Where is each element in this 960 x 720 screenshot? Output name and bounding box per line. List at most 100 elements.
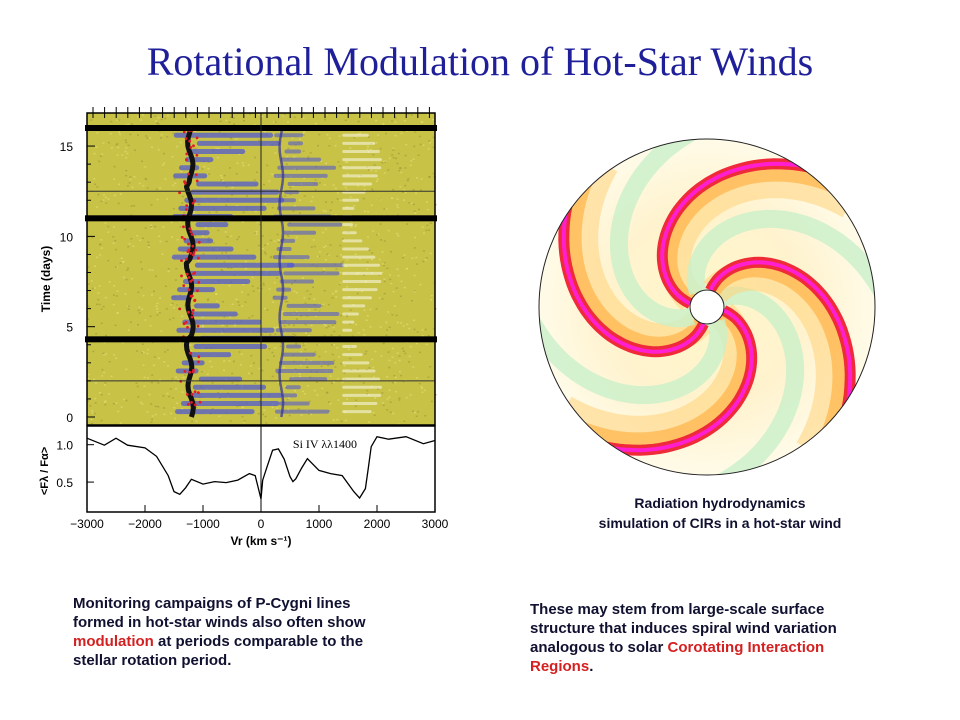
absorption-band bbox=[184, 197, 285, 203]
saturation-fleck bbox=[198, 400, 202, 404]
spectrum-noise-grain bbox=[329, 375, 332, 377]
spectrum-noise-grain bbox=[158, 379, 161, 381]
spectrum-noise-grain bbox=[355, 323, 357, 326]
emission-streak bbox=[342, 133, 369, 137]
monitoring-paragraph: Monitoring campaigns of P-Cygni lines fo… bbox=[73, 594, 403, 670]
spectrum-noise-grain bbox=[410, 114, 413, 116]
spectrum-noise-grain bbox=[336, 198, 339, 200]
spectrum-noise-grain bbox=[415, 192, 418, 194]
spectrum-noise-grain bbox=[327, 325, 330, 328]
spectrum-noise-grain bbox=[119, 422, 122, 424]
spectrum-noise-grain bbox=[293, 290, 296, 293]
spectrum-noise-grain bbox=[265, 422, 268, 424]
spectrum-noise-grain bbox=[167, 365, 170, 367]
absorption-band bbox=[280, 238, 296, 243]
spectrum-noise-grain bbox=[100, 419, 103, 422]
spectrum-noise-grain bbox=[222, 180, 224, 182]
spectrum-noise-grain bbox=[148, 269, 151, 271]
spectrum-noise-grain bbox=[229, 137, 232, 139]
saturation-fleck bbox=[195, 179, 199, 183]
absorption-band bbox=[190, 148, 246, 154]
saturation-fleck bbox=[193, 299, 197, 302]
spectrum-noise-grain bbox=[91, 412, 94, 414]
spectrum-noise-grain bbox=[223, 316, 226, 318]
spectrum-noise-grain bbox=[93, 178, 96, 180]
saturation-fleck bbox=[178, 191, 182, 195]
saturation-fleck bbox=[185, 257, 188, 261]
spectrum-noise-grain bbox=[246, 195, 249, 197]
spectrum-noise-grain bbox=[283, 366, 286, 369]
spectrum-noise-grain bbox=[359, 132, 362, 134]
spectrum-noise-grain bbox=[104, 196, 107, 199]
spectrum-noise-grain bbox=[303, 393, 306, 395]
spectrum-noise-grain bbox=[427, 335, 430, 337]
spectrum-noise-grain bbox=[306, 366, 309, 368]
absorption-band bbox=[189, 230, 210, 236]
saturation-fleck bbox=[189, 351, 193, 355]
absorption-band bbox=[285, 385, 301, 390]
spectrum-noise-grain bbox=[399, 167, 402, 170]
spectrum-noise-grain bbox=[216, 300, 219, 303]
spectrum-noise-grain bbox=[140, 119, 143, 121]
spectrum-noise-grain bbox=[291, 137, 294, 139]
saturation-fleck bbox=[188, 370, 192, 374]
spectrum-noise-grain bbox=[396, 204, 399, 206]
spectrum-noise-grain bbox=[279, 345, 282, 347]
spectrum-noise-grain bbox=[230, 267, 233, 269]
spectrum-noise-grain bbox=[244, 260, 247, 263]
spectrum-noise-grain bbox=[119, 262, 122, 264]
spectrum-noise-grain bbox=[160, 137, 162, 139]
spectrum-noise-grain bbox=[87, 305, 90, 307]
spectrum-noise-grain bbox=[386, 409, 389, 411]
spectrum-noise-grain bbox=[396, 198, 399, 200]
spectrum-noise-grain bbox=[257, 113, 260, 116]
spectrum-noise-grain bbox=[271, 375, 274, 378]
spectrum-noise-grain bbox=[287, 121, 289, 123]
spectrum-noise-grain bbox=[117, 146, 120, 149]
spectrum-noise-grain bbox=[173, 407, 176, 409]
spectrum-noise-grain bbox=[374, 397, 377, 399]
spectrum-noise-grain bbox=[293, 324, 295, 327]
spectrum-noise-grain bbox=[228, 121, 231, 123]
spectrum-noise-grain bbox=[116, 119, 119, 121]
spectrum-noise-grain bbox=[163, 413, 166, 416]
absorption-band bbox=[186, 392, 283, 398]
spectrum-noise-grain bbox=[98, 285, 101, 287]
cir-text-start: These may stem from large-scale surface … bbox=[530, 601, 837, 656]
spectrum-noise-grain bbox=[176, 239, 179, 241]
spectrum-noise-grain bbox=[325, 245, 327, 247]
spectrum-noise-grain bbox=[120, 193, 122, 195]
spectrum-noise-grain bbox=[324, 118, 327, 121]
saturation-fleck bbox=[184, 320, 188, 324]
spectrum-noise-grain bbox=[126, 152, 129, 155]
spectrum-noise-grain bbox=[215, 293, 218, 295]
spectrum-noise-grain bbox=[87, 318, 90, 320]
spectrum-noise-grain bbox=[396, 206, 399, 209]
spectrum-noise-grain bbox=[294, 390, 296, 392]
emission-streak bbox=[342, 361, 370, 365]
spectrum-noise-grain bbox=[399, 186, 402, 188]
spectrum-noise-grain bbox=[391, 120, 394, 122]
saturation-fleck bbox=[191, 201, 195, 205]
saturation-fleck bbox=[191, 308, 195, 312]
absorption-band bbox=[276, 247, 292, 252]
spectrum-noise-grain bbox=[207, 298, 210, 300]
spectrum-y-axis-label: Time (days) bbox=[39, 246, 53, 312]
spectrum-noise-grain bbox=[91, 236, 94, 239]
spectrum-noise-grain bbox=[347, 348, 350, 351]
spectrum-noise-grain bbox=[413, 247, 416, 249]
spectrum-noise-grain bbox=[386, 398, 389, 400]
spectrum-noise-grain bbox=[285, 163, 288, 165]
absorption-band bbox=[278, 401, 310, 406]
spectrum-noise-grain bbox=[388, 359, 391, 362]
saturation-fleck bbox=[193, 271, 197, 275]
spectrum-noise-grain bbox=[179, 226, 182, 228]
spectrum-noise-grain bbox=[238, 236, 240, 238]
spectrum-noise-grain bbox=[421, 387, 423, 390]
absorption-band bbox=[283, 271, 340, 276]
spectrum-noise-grain bbox=[118, 131, 120, 133]
spectrum-noise-grain bbox=[157, 382, 160, 384]
spectrum-noise-grain bbox=[241, 305, 244, 307]
absorption-band bbox=[273, 173, 328, 178]
spectrum-noise-grain bbox=[173, 178, 176, 180]
